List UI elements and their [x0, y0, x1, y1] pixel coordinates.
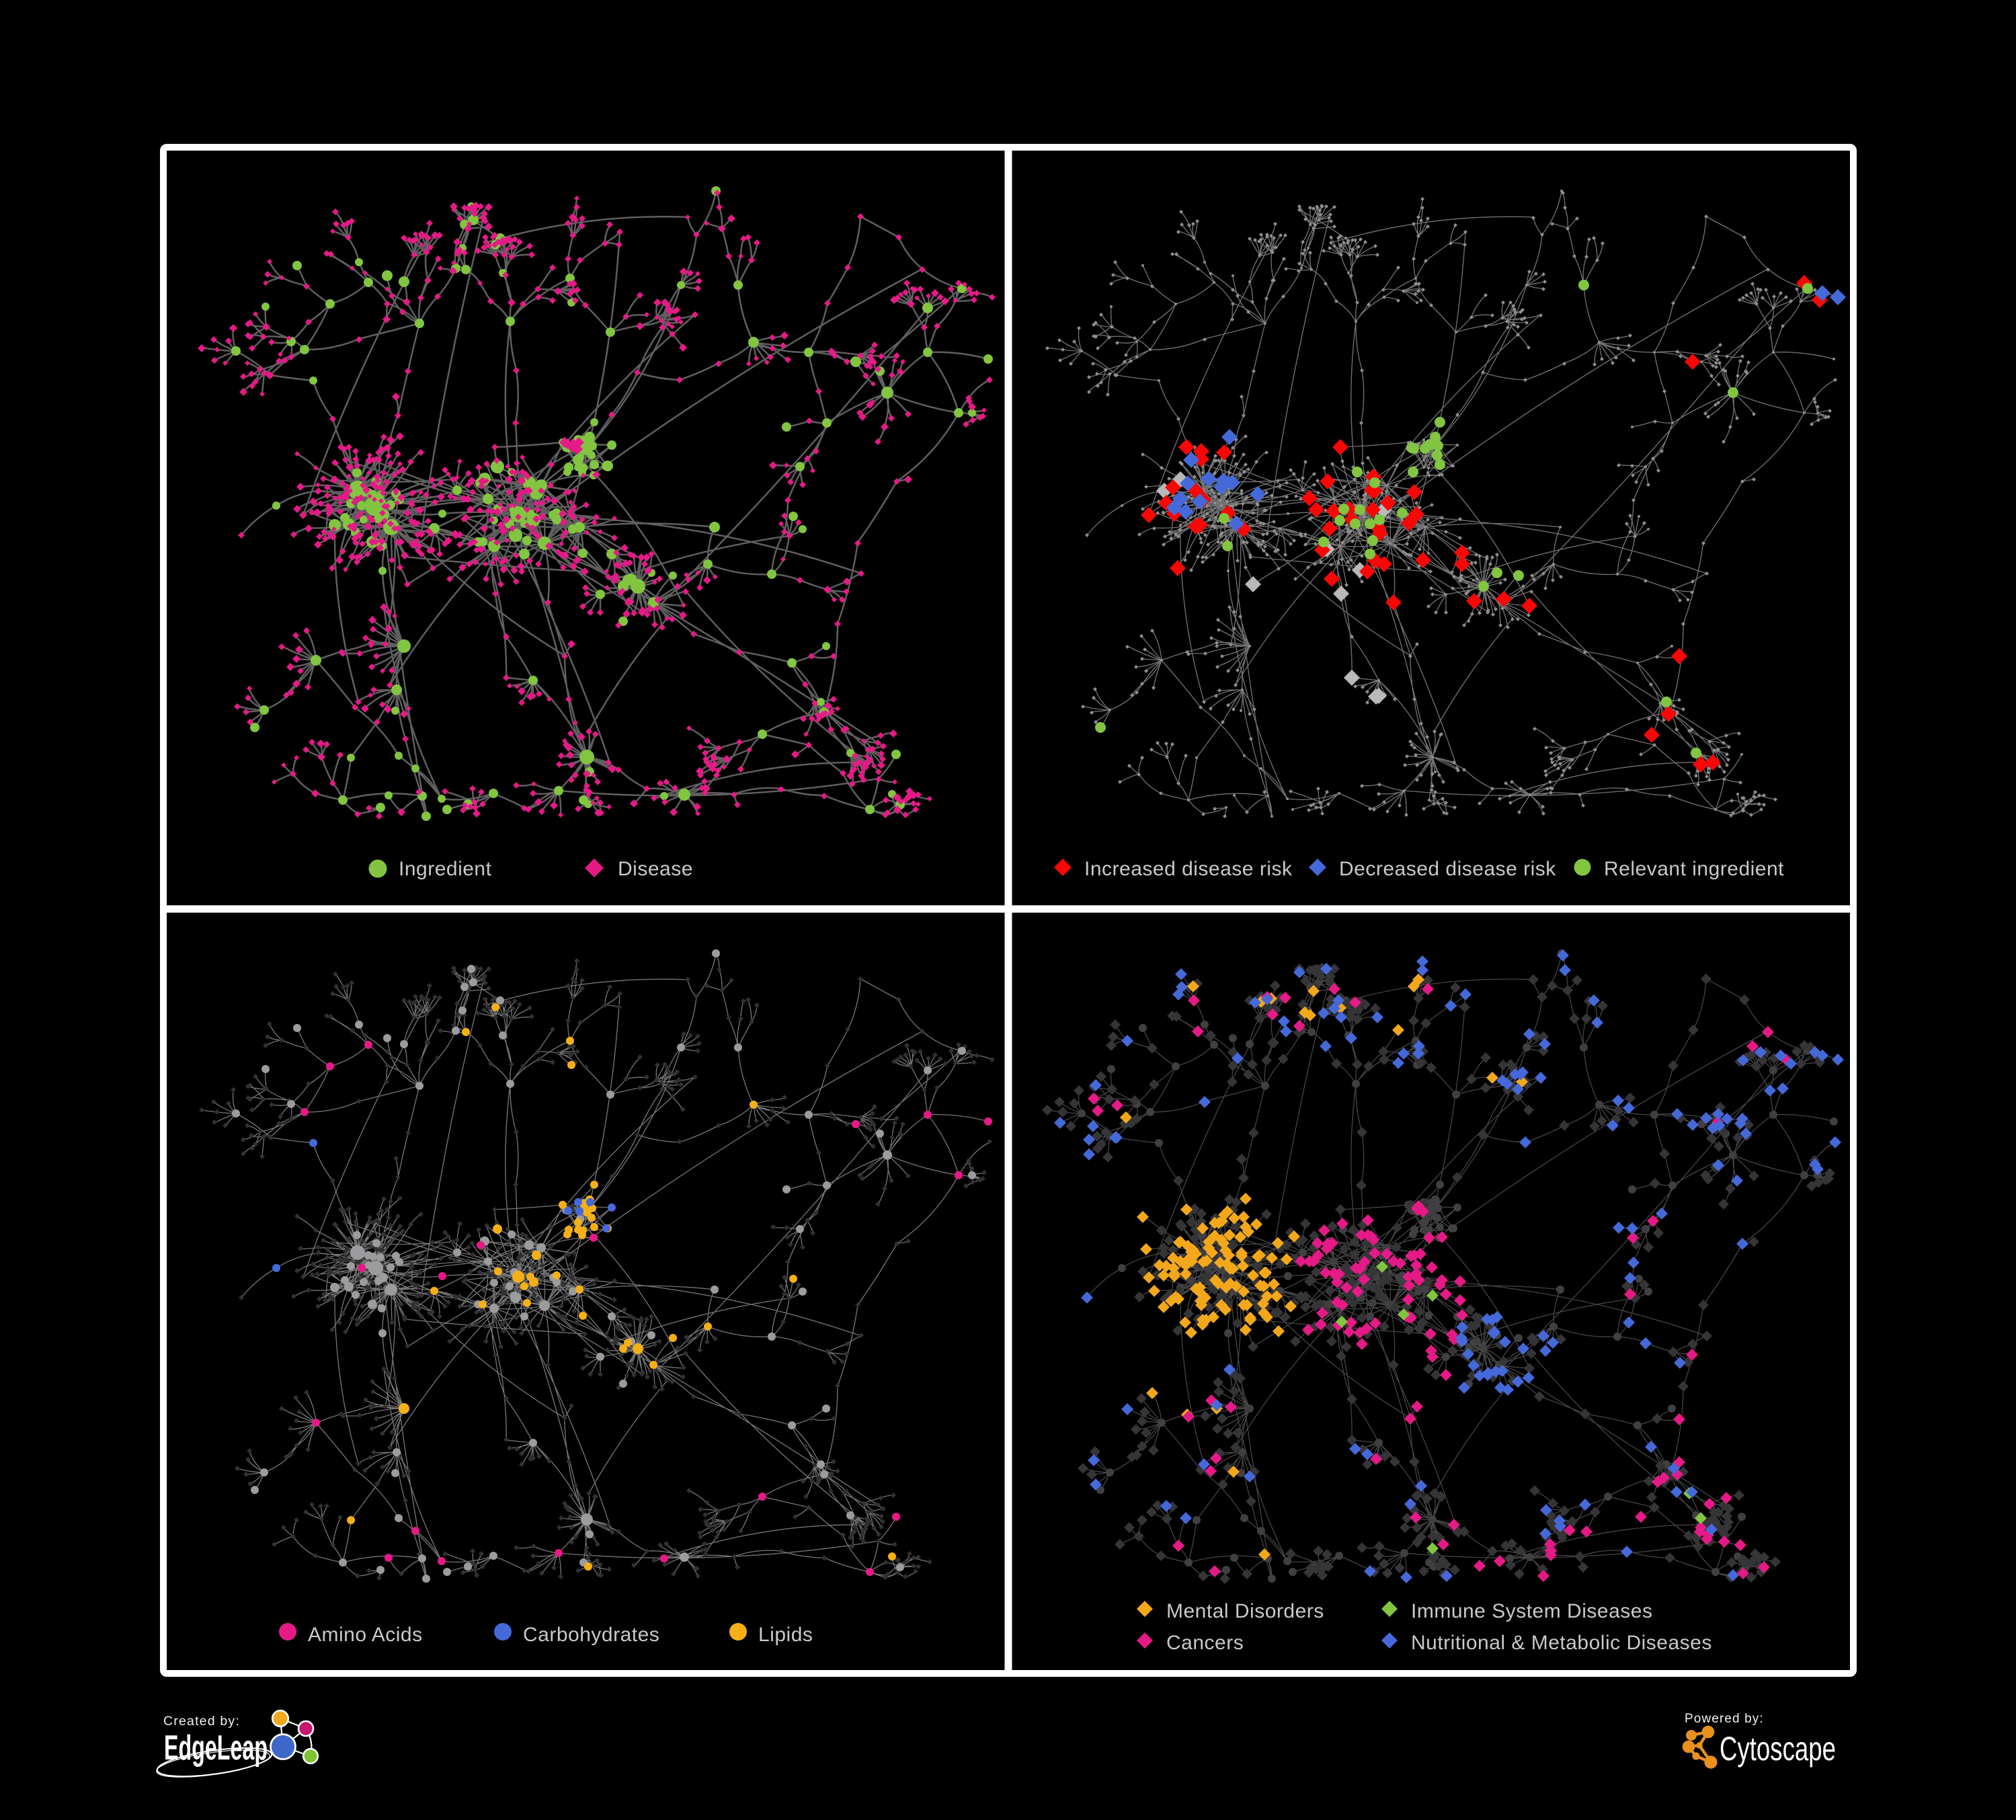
svg-text:EdgeLeap: EdgeLeap — [164, 1729, 268, 1768]
svg-text:Disease: Disease — [618, 858, 693, 880]
svg-text:Powered by:: Powered by: — [1685, 1712, 1764, 1726]
svg-text:Immune System Diseases: Immune System Diseases — [1411, 1600, 1652, 1622]
svg-text:Nutritional & Metabolic Diseas: Nutritional & Metabolic Diseases — [1411, 1632, 1712, 1654]
svg-text:Increased disease risk: Increased disease risk — [1084, 858, 1293, 880]
svg-text:Created by:: Created by: — [163, 1714, 240, 1729]
svg-text:Ingredient: Ingredient — [399, 858, 492, 880]
svg-text:Mental Disorders: Mental Disorders — [1166, 1600, 1324, 1622]
svg-text:Relevant ingredient: Relevant ingredient — [1604, 858, 1784, 880]
svg-text:Lipids: Lipids — [758, 1624, 813, 1646]
svg-text:Cancers: Cancers — [1166, 1632, 1244, 1654]
svg-text:Cytoscape: Cytoscape — [1720, 1730, 1836, 1768]
svg-text:Amino Acids: Amino Acids — [308, 1624, 423, 1646]
svg-text:Carbohydrates: Carbohydrates — [523, 1624, 659, 1646]
svg-text:Decreased disease risk: Decreased disease risk — [1339, 858, 1556, 880]
